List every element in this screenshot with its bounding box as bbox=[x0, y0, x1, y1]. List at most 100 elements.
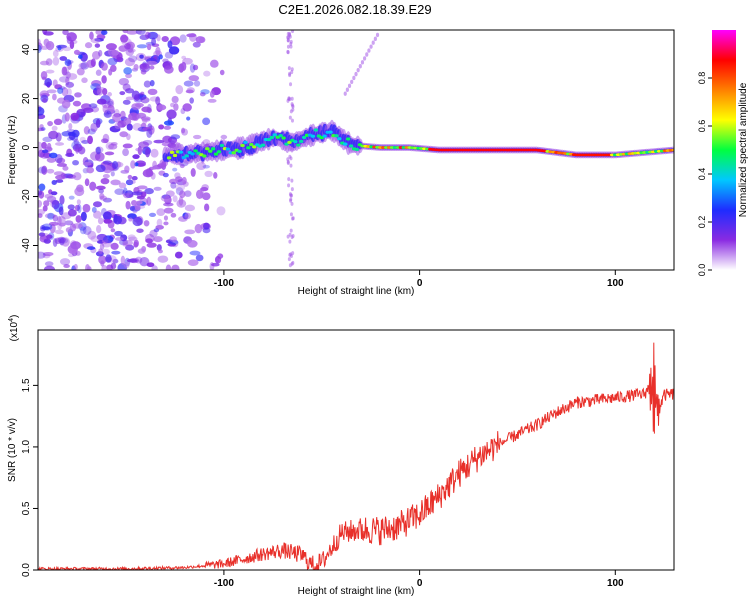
ridge-core bbox=[269, 135, 275, 140]
noise-blob bbox=[49, 223, 56, 234]
noise-blob bbox=[178, 196, 184, 206]
ridge-core bbox=[296, 143, 301, 147]
noise-blob bbox=[187, 240, 198, 248]
noise-blob bbox=[114, 122, 122, 130]
noise-blob bbox=[44, 78, 52, 87]
colorbar-tick-label: 0.0 bbox=[697, 264, 707, 277]
noise-blob bbox=[123, 261, 130, 269]
streak-blob bbox=[291, 107, 295, 112]
noise-blob bbox=[47, 120, 53, 127]
ridge-core bbox=[266, 137, 272, 142]
noise-blob bbox=[101, 138, 109, 144]
noise-blob bbox=[38, 183, 46, 191]
ridge-core bbox=[166, 156, 172, 160]
noise-blob bbox=[153, 228, 160, 233]
noise-blob bbox=[157, 104, 167, 111]
noise-blob bbox=[122, 143, 133, 149]
noise-blob bbox=[122, 148, 129, 157]
noise-blob bbox=[125, 48, 134, 57]
noise-blob bbox=[95, 146, 104, 153]
noise-blob bbox=[119, 110, 126, 120]
noise-blob bbox=[61, 99, 71, 109]
noise-blob bbox=[81, 77, 88, 84]
streak-blob bbox=[287, 96, 291, 101]
noise-blob bbox=[135, 30, 146, 35]
noise-blob bbox=[38, 208, 45, 215]
noise-blob bbox=[140, 96, 150, 104]
streak-blob bbox=[289, 156, 293, 161]
noise-blob bbox=[209, 262, 215, 270]
noise-blob bbox=[90, 235, 101, 243]
noise-blob bbox=[82, 203, 91, 213]
noise-blob bbox=[105, 254, 112, 263]
streak-blob bbox=[287, 183, 291, 188]
noise-blob bbox=[157, 249, 163, 254]
ridge-core bbox=[322, 134, 327, 138]
ridge-core bbox=[278, 134, 283, 138]
noise-blob bbox=[118, 182, 127, 189]
trace-blob bbox=[373, 36, 377, 42]
noise-blob bbox=[64, 112, 70, 122]
noise-blob bbox=[41, 223, 53, 231]
noise-blob bbox=[124, 165, 130, 173]
noise-blob bbox=[46, 142, 52, 150]
noise-blob bbox=[181, 176, 187, 185]
noise-blob bbox=[163, 207, 174, 214]
noise-blob bbox=[50, 191, 58, 196]
noise-blob bbox=[86, 266, 92, 270]
noise-blob bbox=[102, 236, 109, 245]
ridge-core bbox=[272, 133, 277, 137]
noise-blob bbox=[126, 30, 138, 35]
streak-blob bbox=[287, 66, 291, 71]
colorbar-tick-label: 0.8 bbox=[697, 72, 707, 85]
noise-blob bbox=[110, 171, 115, 177]
noise-blob bbox=[136, 228, 144, 233]
noise-blob bbox=[182, 181, 189, 187]
noise-blob bbox=[160, 194, 170, 202]
noise-blob bbox=[74, 204, 81, 212]
spectrogram-y-label: Frequency (Hz) bbox=[7, 116, 18, 185]
ridge-core bbox=[240, 143, 245, 148]
noise-blob bbox=[68, 195, 75, 200]
colorbar-gradient bbox=[712, 30, 736, 270]
streak-blob bbox=[290, 178, 294, 183]
noise-blob bbox=[38, 44, 42, 54]
noise-blob bbox=[190, 168, 196, 177]
noise-blob bbox=[163, 221, 169, 226]
noise-blob bbox=[72, 223, 83, 229]
ridge-core bbox=[237, 149, 242, 154]
noise-blob bbox=[127, 174, 133, 180]
noise-blob bbox=[46, 234, 53, 239]
noise-blob bbox=[123, 192, 131, 199]
spectrogram-panel: -100 0 100 -40 -20 0 20 40 Height of straight … bbox=[7, 29, 675, 297]
noise-blob bbox=[62, 46, 71, 52]
noise-blob bbox=[59, 195, 65, 205]
noise-blob bbox=[73, 138, 79, 146]
noise-blob bbox=[55, 142, 65, 146]
noise-blob bbox=[167, 242, 177, 247]
noise-blob bbox=[130, 160, 136, 169]
noise-blob bbox=[156, 208, 166, 216]
noise-blob bbox=[220, 134, 228, 140]
noise-blob bbox=[152, 160, 158, 170]
noise-blob bbox=[46, 168, 55, 174]
noise-blob bbox=[72, 160, 79, 166]
noise-blob bbox=[156, 218, 163, 227]
noise-blob bbox=[99, 195, 108, 201]
noise-blob bbox=[184, 229, 196, 235]
noise-blob bbox=[172, 167, 178, 172]
colorbar: 0.0 0.2 0.4 0.6 0.8 Normalized spectral ampl… bbox=[697, 30, 749, 276]
noise-blob bbox=[181, 55, 187, 60]
noise-blob bbox=[90, 38, 101, 44]
colorbar-tick-label: 0.6 bbox=[697, 120, 707, 133]
noise-blob bbox=[128, 236, 138, 242]
noise-blob bbox=[67, 136, 73, 141]
ridge-core bbox=[184, 154, 189, 158]
noise-blob bbox=[77, 204, 82, 214]
colorbar-label: Normalized spectral amplitude bbox=[738, 82, 749, 217]
noise-blob bbox=[219, 69, 225, 76]
streak-blob bbox=[286, 38, 290, 43]
noise-blob bbox=[41, 141, 47, 149]
snr-series-line bbox=[38, 342, 674, 570]
